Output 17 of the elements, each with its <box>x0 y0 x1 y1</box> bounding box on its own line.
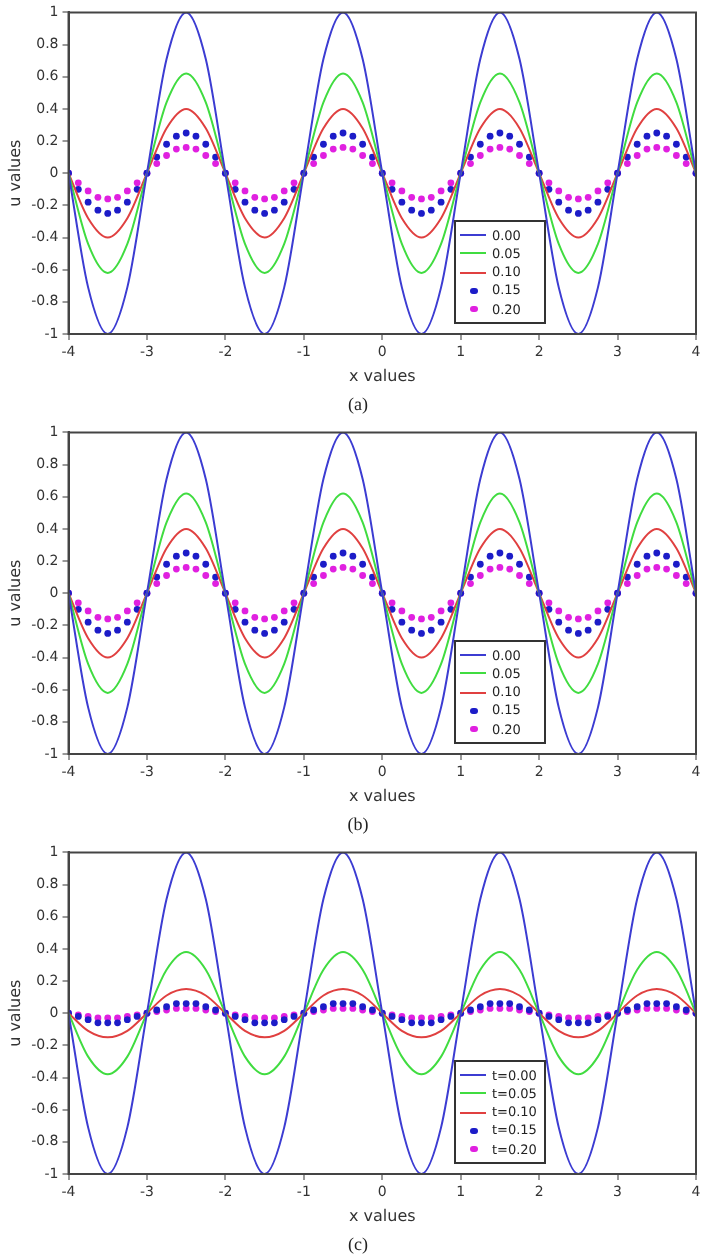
line-series <box>68 492 696 694</box>
y-axis-title: u values <box>5 979 24 1047</box>
line-series <box>68 12 696 334</box>
x-axis-title: x values <box>348 1206 416 1225</box>
line-series <box>68 432 696 754</box>
x-axis-title: x values <box>348 786 416 805</box>
line-series <box>68 852 696 1174</box>
text: (b) <box>345 812 371 838</box>
y-axis-title: u values <box>5 559 24 627</box>
line-series <box>68 527 696 659</box>
text: (a) <box>346 392 370 418</box>
text: (c) <box>346 1232 370 1258</box>
line-series <box>68 72 696 274</box>
y-axis-title: u values <box>5 139 24 207</box>
line-series <box>68 107 696 239</box>
line-series <box>68 988 696 1039</box>
x-axis-title: x values <box>348 366 416 385</box>
